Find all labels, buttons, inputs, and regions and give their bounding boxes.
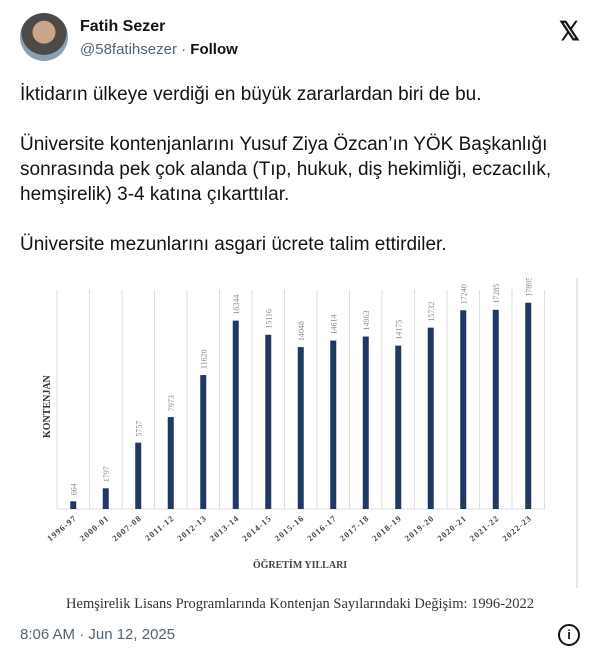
bar <box>102 488 109 509</box>
bar <box>427 327 434 509</box>
timestamp[interactable]: 8:06 AM · Jun 12, 2025 <box>20 626 176 643</box>
data-label: 14614 <box>329 315 338 335</box>
y-axis-label: KONTENJAN <box>42 374 53 438</box>
bar <box>362 336 369 509</box>
author-name[interactable]: Fatih Sezer <box>80 18 166 35</box>
bar <box>492 309 499 509</box>
tweet-paragraph: Üniversite mezunlarını asgari ücrete tal… <box>20 234 447 255</box>
bar <box>330 340 337 509</box>
bar <box>265 334 272 509</box>
tweet-paragraph: İktidarın ülkeye verdiği en büyük zararl… <box>20 84 482 105</box>
data-label: 14048 <box>297 321 306 341</box>
data-label: 1797 <box>102 466 111 482</box>
bar <box>135 442 142 509</box>
bar <box>460 310 467 509</box>
data-label: 17285 <box>492 284 501 304</box>
x-logo-icon[interactable]: 𝕏 <box>559 16 580 46</box>
bar <box>232 320 239 509</box>
bar <box>70 501 77 509</box>
data-label: 16344 <box>232 295 241 315</box>
author-handle[interactable]: @58fatihsezer <box>80 41 177 58</box>
bar <box>297 347 304 509</box>
x-axis-label: ÖĞRETİM YILLARI <box>253 558 347 571</box>
data-label: 664 <box>69 483 78 495</box>
data-label: 14963 <box>362 311 371 331</box>
author-handle-row: @58fatihsezer · Follow <box>80 41 238 58</box>
data-label: 17895 <box>524 278 533 297</box>
data-label: 15732 <box>427 302 436 322</box>
follow-button[interactable]: Follow <box>190 41 238 58</box>
bar <box>395 345 402 509</box>
tweet-text: İktidarın ülkeye verdiği en büyük zararl… <box>20 82 580 282</box>
chart-title: Hemşirelik Lisans Programlarında Kontenj… <box>66 596 534 612</box>
bar <box>525 302 532 509</box>
data-label: 17240 <box>459 284 468 304</box>
data-label: 14175 <box>394 320 403 340</box>
avatar[interactable] <box>20 13 68 61</box>
data-label: 11620 <box>199 349 208 369</box>
data-label: 5757 <box>134 421 143 437</box>
tweet-paragraph: Üniversite kontenjanlarını Yusuf Ziya Öz… <box>20 134 552 205</box>
tweet-image-chart[interactable]: 6641996-9717972000-0157572007-0879732011… <box>20 278 580 623</box>
info-icon[interactable]: i <box>558 624 580 646</box>
data-label: 7973 <box>167 395 176 411</box>
bar <box>167 417 174 509</box>
bar <box>200 375 207 509</box>
data-label: 15116 <box>264 309 273 329</box>
